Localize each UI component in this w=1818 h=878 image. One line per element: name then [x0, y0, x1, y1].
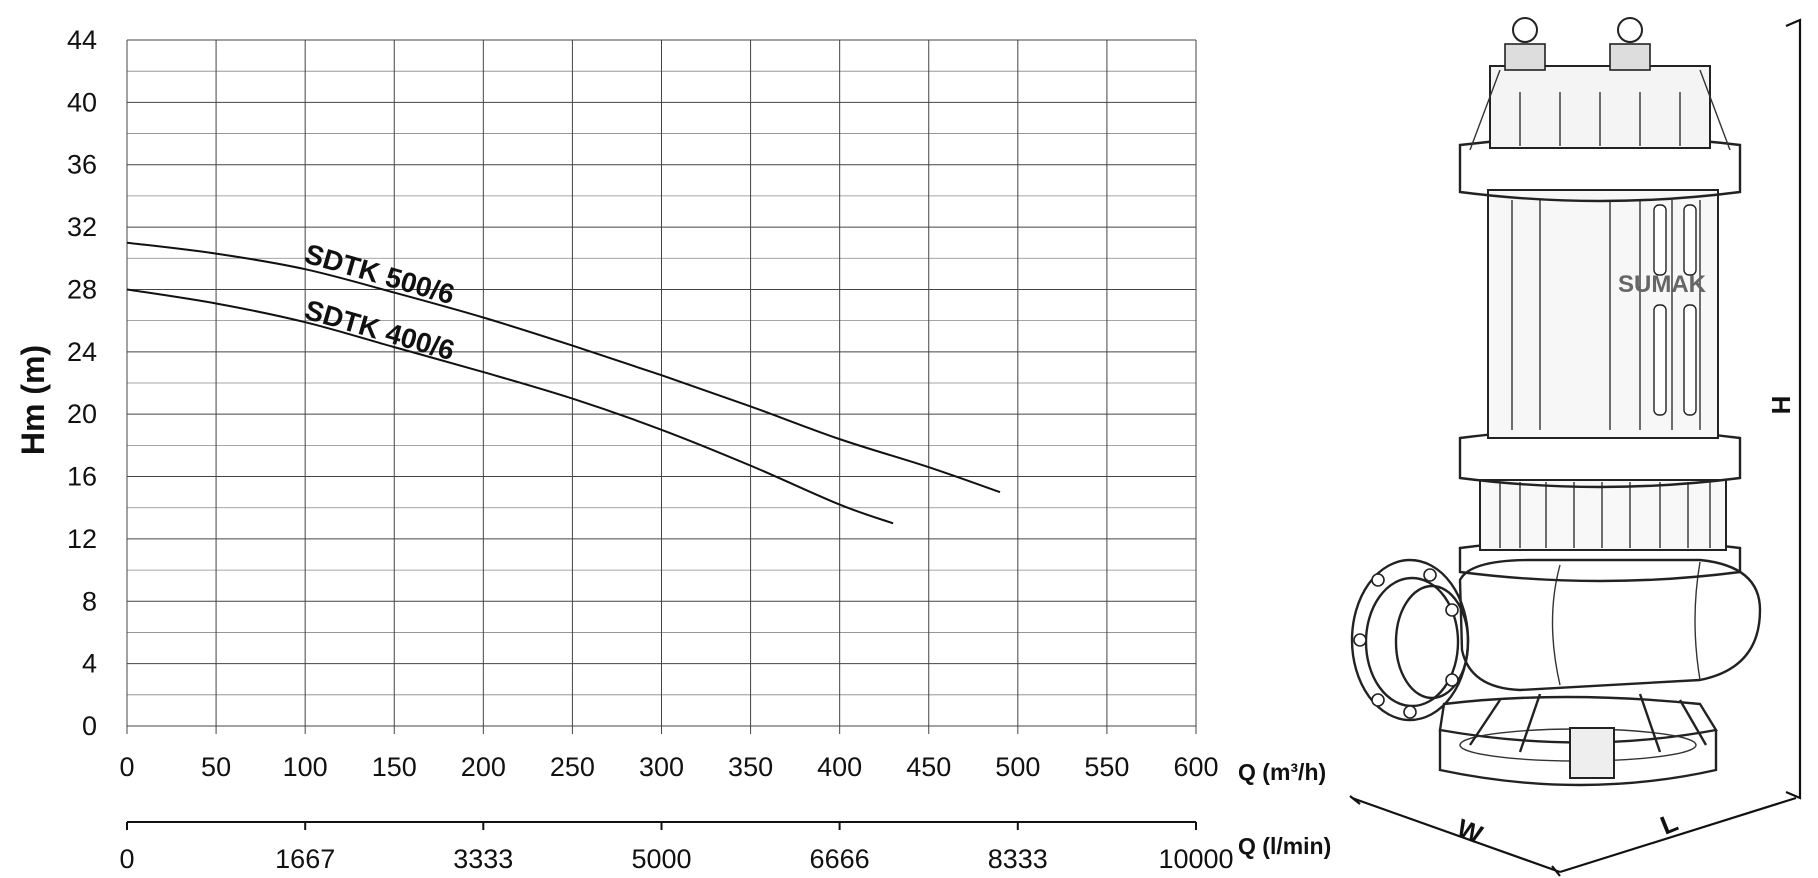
- pump-brand-text: SUMAK: [1618, 271, 1707, 298]
- x-tick-label-lmin: 6666: [810, 844, 870, 874]
- y-tick-labels: 0 4 8 12 16 20 24 28 32 36 40 44: [67, 25, 97, 741]
- y-tick-label: 12: [67, 524, 97, 554]
- x-tick-label-m3h: 0: [119, 752, 134, 782]
- x-tick-labels-lmin: 0 1667 3333 5000 6666 8333 10000: [119, 822, 1234, 874]
- performance-curves: [126, 241, 1001, 525]
- series-line-0: [126, 241, 1001, 494]
- y-tick-label: 32: [67, 212, 97, 242]
- y-tick-label: 44: [67, 25, 97, 55]
- x-tick-label-lmin: 5000: [631, 844, 691, 874]
- x-tick-label-m3h: 300: [639, 752, 684, 782]
- x-tick-label-m3h: 350: [728, 752, 773, 782]
- x-tick-label-m3h: 500: [995, 752, 1040, 782]
- x-axis-title-m3h: Q (m³/h): [1238, 759, 1326, 785]
- x-tick-label-m3h: 250: [550, 752, 595, 782]
- x-tick-label-lmin: 3333: [453, 844, 513, 874]
- y-tick-label: 0: [82, 711, 97, 741]
- x-tick-label-m3h: 50: [201, 752, 231, 782]
- y-tick-label: 20: [67, 399, 97, 429]
- length-dimension-label: L: [1656, 807, 1682, 841]
- pump-drawing: SUMAK: [1350, 17, 1762, 787]
- x-tick-label-m3h: 600: [1173, 752, 1218, 782]
- series-line-1: [126, 288, 894, 525]
- y-tick-label: 8: [82, 586, 97, 616]
- chart-grid: [126, 39, 1197, 734]
- x-tick-label-m3h: 150: [372, 752, 417, 782]
- y-tick-label: 24: [67, 337, 97, 367]
- y-tick-label: 40: [67, 87, 97, 117]
- x-tick-label-lmin: 0: [119, 844, 134, 874]
- x-axis-title-lmin: Q (l/min): [1238, 833, 1331, 859]
- height-dimension-label: H: [1766, 396, 1796, 415]
- x-tick-label-m3h: 100: [283, 752, 328, 782]
- x-tick-label-lmin: 8333: [988, 844, 1048, 874]
- x-tick-label-m3h: 550: [1084, 752, 1129, 782]
- y-tick-label: 16: [67, 462, 97, 492]
- x-tick-label-m3h: 450: [906, 752, 951, 782]
- y-tick-label: 4: [82, 649, 97, 679]
- y-tick-label: 36: [67, 150, 97, 180]
- y-tick-label: 28: [67, 274, 97, 304]
- x-tick-label-m3h: 200: [461, 752, 506, 782]
- x-tick-labels-m3h: 0 50 100 150 200 250 300 350 400 450 500 550 600: [119, 752, 1218, 782]
- x-tick-label-lmin: 1667: [275, 844, 335, 874]
- x-tick-label-lmin: 10000: [1158, 844, 1233, 874]
- y-axis-title: Hm (m): [15, 345, 51, 455]
- x-tick-label-m3h: 400: [817, 752, 862, 782]
